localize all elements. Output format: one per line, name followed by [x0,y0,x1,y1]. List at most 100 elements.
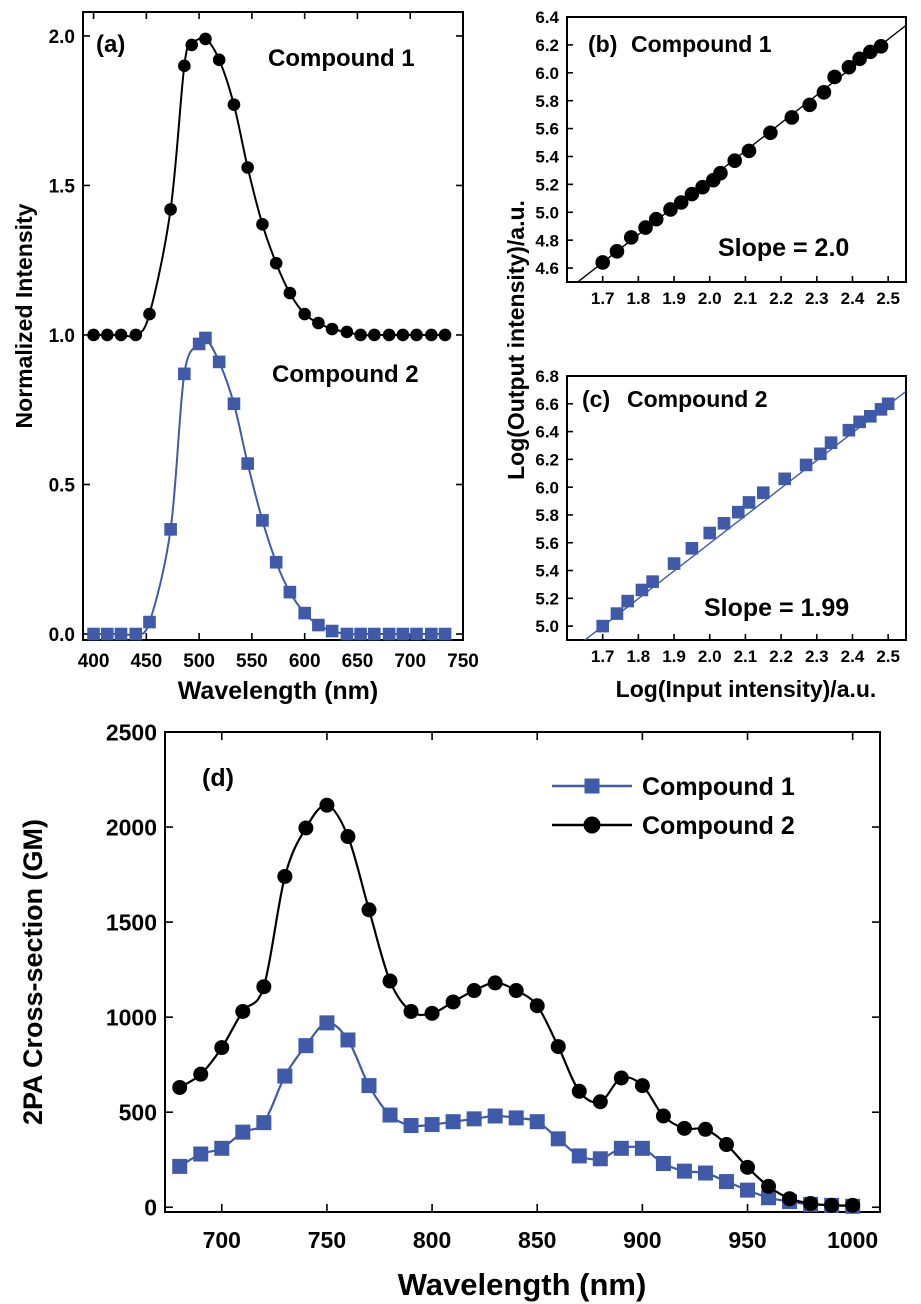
panels-bc-y-axis-label: Log(Output intensity)/a.u. [503,200,529,480]
x-tick-label: 2.4 [841,647,865,666]
circle-data-point [466,983,482,999]
square-data-point [410,627,423,641]
circle-data-point [445,994,461,1010]
square-data-point [325,624,339,638]
circle-data-point [100,328,114,342]
square-data-point [466,1111,482,1127]
square-data-point [212,355,226,369]
square-data-point [814,447,827,461]
square-data-point [403,1118,419,1134]
square-data-point [676,1163,692,1179]
x-tick-label: 2.5 [876,647,900,666]
x-tick-label: 700 [394,651,426,672]
y-tick-label: 6.4 [535,8,559,27]
square-data-point [114,627,128,641]
circle-data-point [325,322,339,336]
square-data-point [256,514,269,527]
x-tick-label: 2.1 [734,289,758,308]
circle-data-point [623,230,639,245]
y-tick-label: 6.8 [535,367,559,386]
square-data-point [761,1190,777,1206]
circle-data-point [487,975,503,991]
circle-data-point [199,32,212,46]
series-line-1 [93,37,446,338]
x-tick-label: 850 [518,1227,556,1253]
circle-data-point [841,59,857,75]
circle-data-point [697,1121,713,1137]
circle-data-point [403,1003,419,1019]
square-data-point [717,516,731,530]
square-data-point [425,627,438,641]
y-tick-label: 5.8 [535,92,559,111]
square-data-point [298,606,311,620]
annotation-compound-1: Compound 1 [268,45,415,72]
panel-label-a: (a) [96,31,125,58]
slope-annotation: Slope = 2.0 [718,234,849,262]
panel-b-compound1-slope: 1.7 1.8 1.9 2.0 2.1 2.2 2.3 2.4 2.5 4.6 4.8 5.0 5.2 5… [535,8,907,308]
square-data-point [256,1115,272,1131]
square-data-point [214,1140,230,1156]
circle-data-point [256,979,272,995]
circle-data-point [634,1078,650,1094]
x-tick-label: 2.0 [698,647,722,666]
circle-data-point [368,328,381,342]
circle-data-point [695,179,710,195]
y-tick-label: 6.4 [535,423,559,442]
x-tick-label: 700 [203,1227,241,1253]
legend-marker-1 [584,778,600,794]
circle-data-point [845,1197,861,1213]
x-tick-label: 450 [130,651,162,672]
plot-frame [164,731,881,1213]
square-data-point [298,1038,314,1054]
circle-data-point [269,256,283,270]
x-tick-label: 400 [78,651,110,672]
circle-data-point [595,255,610,270]
circle-data-point [648,211,664,227]
square-data-point [438,627,452,641]
square-data-point [241,457,254,470]
plot-frame [566,375,907,641]
circle-data-point [713,165,728,181]
square-data-point [269,555,283,569]
square-data-point [487,1108,503,1124]
circle-data-point [340,325,354,339]
circle-data-point [824,1197,840,1213]
circle-data-point [761,1178,777,1194]
y-tick-label: 6.6 [535,395,559,414]
square-data-point [164,523,177,536]
circle-data-point [863,44,878,60]
legend-label-1: Compound 1 [642,773,795,801]
square-data-point [529,1114,545,1130]
legend-marker-2 [583,816,601,834]
y-axis-label: 2PA Cross-section (GM) [18,819,48,1125]
circle-data-point [212,53,226,67]
circle-data-point [438,328,452,342]
square-data-point [382,627,396,641]
x-tick-label: 550 [236,651,268,672]
circle-data-point [298,820,314,836]
x-tick-label: 2.1 [734,647,758,666]
circle-data-point [803,1195,819,1211]
y-axis-label: Normalized Intensity [11,203,37,428]
circle-data-point [241,161,254,174]
x-tick-label: 2.2 [769,647,793,666]
panel-d-2pa-cross-section: 700 750 800 850 900 950 1000 0 500 1000 1500 2000 25… [18,719,881,1302]
square-data-point [143,615,156,629]
circle-data-point [727,153,743,168]
square-data-point [731,505,745,519]
slope-annotation: Slope = 1.99 [704,594,849,622]
circle-data-point [763,125,778,141]
circle-data-point [550,1039,566,1055]
square-data-point [550,1131,566,1147]
y-tick-label: 0 [144,1195,157,1221]
y-tick-label: 5.0 [535,617,559,636]
plot-frame [82,11,464,641]
square-data-point [697,1165,713,1181]
circle-data-point [684,186,700,202]
circle-data-point [782,1191,798,1207]
square-data-point [610,607,624,620]
circle-data-point [663,202,678,217]
circle-data-point [172,1079,188,1095]
y-tick-label: 4.8 [535,231,559,250]
circle-data-point [571,1083,587,1099]
